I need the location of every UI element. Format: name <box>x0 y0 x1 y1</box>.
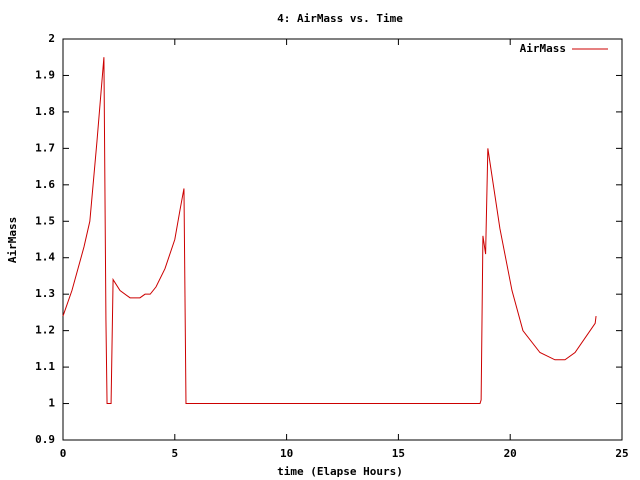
y-tick-label: 1.7 <box>35 141 55 154</box>
x-axis-label: time (Elapse Hours) <box>277 465 403 478</box>
plot-frame <box>62 38 623 441</box>
x-tick-label: 25 <box>615 447 628 460</box>
x-tick-label: 10 <box>280 447 293 460</box>
y-tick-label: 1.1 <box>35 360 55 373</box>
chart-title: 4: AirMass vs. Time <box>277 12 403 25</box>
y-axis-label: AirMass <box>6 217 19 263</box>
data-line <box>62 57 597 405</box>
y-tick-label: 1.9 <box>35 68 55 81</box>
x-tick-label: 15 <box>392 447 405 460</box>
y-tick-label: 1.4 <box>35 251 55 264</box>
y-tick-label: 0.9 <box>35 433 55 446</box>
y-tick-label: 1.6 <box>35 178 55 191</box>
y-tick-label: 1.8 <box>35 105 55 118</box>
y-tick-label: 1.5 <box>35 214 55 227</box>
legend-label: AirMass <box>520 42 566 55</box>
x-tick-label: 5 <box>171 447 178 460</box>
y-tick-label: 2 <box>48 32 55 45</box>
y-tick-label: 1.3 <box>35 287 55 300</box>
x-tick-label: 0 <box>60 447 67 460</box>
y-tick-label: 1 <box>48 397 55 410</box>
x-tick-label: 20 <box>504 447 517 460</box>
y-tick-label: 1.2 <box>35 324 55 337</box>
